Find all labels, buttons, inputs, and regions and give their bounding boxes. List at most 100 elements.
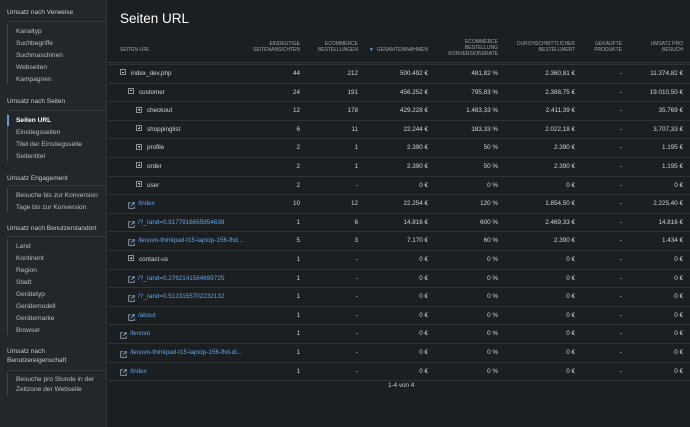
table-row[interactable]: /about 1 - 0 € 0 % 0 € - 0 € [108,305,690,325]
row-url-segment: contact-us [139,256,169,263]
table-row[interactable]: /?_rand=0.2762141564699725 1 - 0 € 0 % 0 € - 0 … [108,268,690,288]
sidebar-item-gerätetyp[interactable]: Gerätetyp [16,291,45,298]
sidebar-divider [8,110,107,111]
column-header-unique-pageviews[interactable]: EINDEUTIGE SEITENANSICHTEN [250,41,300,67]
cell-conversion-rate: 0 % [487,330,498,338]
cell-avg-order-value: 0 € [566,311,575,319]
table-row[interactable]: contact-us 1 - 0 € 0 % 0 € - 0 € [108,250,690,269]
sidebar-item-stadt[interactable]: Stadt [16,279,32,286]
sidebar-item-suchmaschinen[interactable]: Suchmaschinen [16,52,63,59]
sidebar-item-land[interactable]: Land [16,243,31,250]
row-url-link[interactable]: /about [138,311,156,319]
sidebar-item-seiten-url[interactable]: Seiten URL [16,117,52,124]
cell-revenue: 0 € [419,274,428,282]
column-header-orders[interactable]: ECOMMERCE BESTELLUNGEN [308,41,358,67]
cell-orders: 212 [347,70,358,77]
expand-icon[interactable] [136,106,142,113]
cell-products-bought: - [619,70,622,77]
table-row[interactable]: /index 1 - 0 € 0 % 0 € - 0 € [108,361,690,381]
expand-icon[interactable] [136,180,142,187]
row-url-link[interactable]: /lenovo-thinkpad-t15-laptop-156-fhd-di..… [130,349,243,356]
sidebar-group-heading: Umsatz nach Seiten [7,98,66,105]
row-url-segment: user [147,181,160,189]
sidebar-item-besuche-pro-stunde-in-der[interactable]: Besuche pro Stunde in der [16,376,95,383]
table-row[interactable]: /?_rand=0.8177916655954639 1 6 14.816 € 600 … [108,212,690,232]
row-url-link[interactable]: /index [138,200,155,208]
sidebar-item-einstiegsseiten[interactable]: Einstiegsseiten [16,129,61,136]
expand-icon[interactable] [136,125,142,132]
row-label: /?_rand=0.8177916655954639 [128,214,224,232]
sidebar-group-rail [7,113,8,161]
sidebar-item-suchbegriffe[interactable]: Suchbegriffe [16,40,53,47]
table-row[interactable]: /lenovo-thinkpad-t15-laptop-156-fhd-di..… [108,343,690,362]
cell-revenue-per-visit: 0 € [674,256,683,263]
external-link-icon[interactable] [128,199,135,209]
column-header-revenue[interactable]: ▼ GESAMTEINNAHMEN [362,47,428,73]
external-link-icon[interactable] [128,218,135,228]
row-url-link[interactable]: /?_rand=0.2762141564699725 [138,274,225,282]
expand-icon[interactable] [128,255,134,262]
sidebar-item-gerätemarke[interactable]: Gerätemarke [16,315,55,322]
row-label: /?_rand=0.2762141564699725 [128,270,224,288]
column-header-text: GEKAUFTE [595,41,622,47]
cell-revenue: 456.252 € [399,88,428,96]
cell-avg-order-value: 2.388,75 € [545,88,575,96]
expand-icon[interactable] [136,162,142,169]
cell-products-bought: - [619,293,622,301]
sidebar-item-besuche-bis-zur-konversion[interactable]: Besuche bis zur Konversion [16,192,98,199]
collapse-icon[interactable] [128,87,134,94]
sidebar-item-kampagnen[interactable]: Kampagnen [16,76,52,83]
column-header-text: UMSATZ PRO [650,41,683,47]
row-url-link[interactable]: /lenovo-thinkpad-t15-laptop-156-fhd... [138,237,244,245]
column-header-text: BESTELLUNGEN [317,47,358,53]
row-url-link[interactable]: /?_rand=0.8177916655954639 [138,218,225,226]
table-row[interactable]: customer 24 191 456.252 € 795,83 % 2.388,75 €… [108,82,690,102]
external-link-icon[interactable] [128,311,135,321]
row-url-link[interactable]: /?_rand=0.5123155702232132 [138,293,225,301]
row-url-link[interactable]: /index [130,367,147,375]
cell-unique-pageviews: 2 [296,163,300,170]
table-row[interactable]: shoppinglist 6 11 22.244 € 183,33 % 2.022,18 … [108,119,690,139]
column-header-revenue-per-visit[interactable]: UMSATZ PRO BESUCH [630,41,683,67]
column-header-products-bought[interactable]: GEKAUFTE PRODUKTE [580,41,622,67]
collapse-icon[interactable] [120,69,126,76]
table-row[interactable]: checkout 12 178 429.228 € 1.483,33 % 2.411,39… [108,101,690,120]
cell-products-bought: - [619,163,622,170]
table-row[interactable]: /lenovo 1 - 0 € 0 % 0 € - 0 € [108,324,690,343]
table-row[interactable]: order 2 1 2.390 € 50 % 2.390 € - 1.195 € [108,157,690,176]
table-row[interactable]: /?_rand=0.5123155702232132 1 - 0 € 0 % 0 € - 0 … [108,287,690,306]
sidebar-item-kanaltyp[interactable]: Kanaltyp [16,28,42,35]
sidebar-item-kontinent[interactable]: Kontinent [16,255,44,262]
table-row[interactable]: profile 2 1 2.390 € 50 % 2.390 € - 1.195 € [108,138,690,157]
sidebar-item-gerätemodell[interactable]: Gerätemodell [16,303,56,310]
row-label: customer [128,84,165,102]
row-url-segment: shoppinglist [147,125,181,133]
cell-products-bought: - [619,218,622,226]
column-header-avg-order-value[interactable]: DURCHSCHNITTLICHER BESTELLWERT [510,41,575,67]
external-link-icon[interactable] [120,366,127,377]
sidebar-item-seitentitel[interactable]: Seitentitel [16,153,45,160]
table-row[interactable]: index_dev.php 44 212 500.492 € 481,82 % 2.360… [108,64,690,83]
external-link-icon[interactable] [128,273,135,284]
external-link-icon[interactable] [128,236,135,246]
column-header-conversion-rate[interactable]: ECOMMERCE BESTELLUNG KONVERSIONSRATE [440,39,498,65]
table-row[interactable]: user 2 - 0 € 0 % 0 € - 0 € [108,175,690,195]
external-link-icon[interactable] [120,329,127,339]
row-label: contact-us [128,251,168,269]
cell-orders: 191 [347,88,358,96]
table-row[interactable]: /lenovo-thinkpad-t15-laptop-156-fhd... 5 3… [108,231,690,250]
cell-avg-order-value: 0 € [566,349,575,356]
cell-revenue-per-visit: 0 € [674,367,683,375]
row-url-link[interactable]: /lenovo [130,330,151,338]
table-row[interactable]: /index 10 12 22.254 € 120 % 1.854,50 € - 2.225,… [108,194,690,213]
external-link-icon[interactable] [128,292,135,302]
sidebar-item-browser[interactable]: Browser [16,327,41,334]
sidebar-item-tage-bis-zur-konversion[interactable]: Tage bis zur Konversion [16,204,87,211]
column-header-text: BESTELLUNG [464,45,498,51]
column-header-url[interactable]: SEITEN-URL [120,47,270,73]
expand-icon[interactable] [136,143,142,150]
sidebar-item-titel-der-einstiegsseite[interactable]: Titel der Einstiegsseite [16,141,83,148]
external-link-icon[interactable] [120,348,127,358]
sidebar-item-webseiten[interactable]: Webseiten [16,64,48,71]
sidebar-item-region[interactable]: Region [16,267,37,274]
